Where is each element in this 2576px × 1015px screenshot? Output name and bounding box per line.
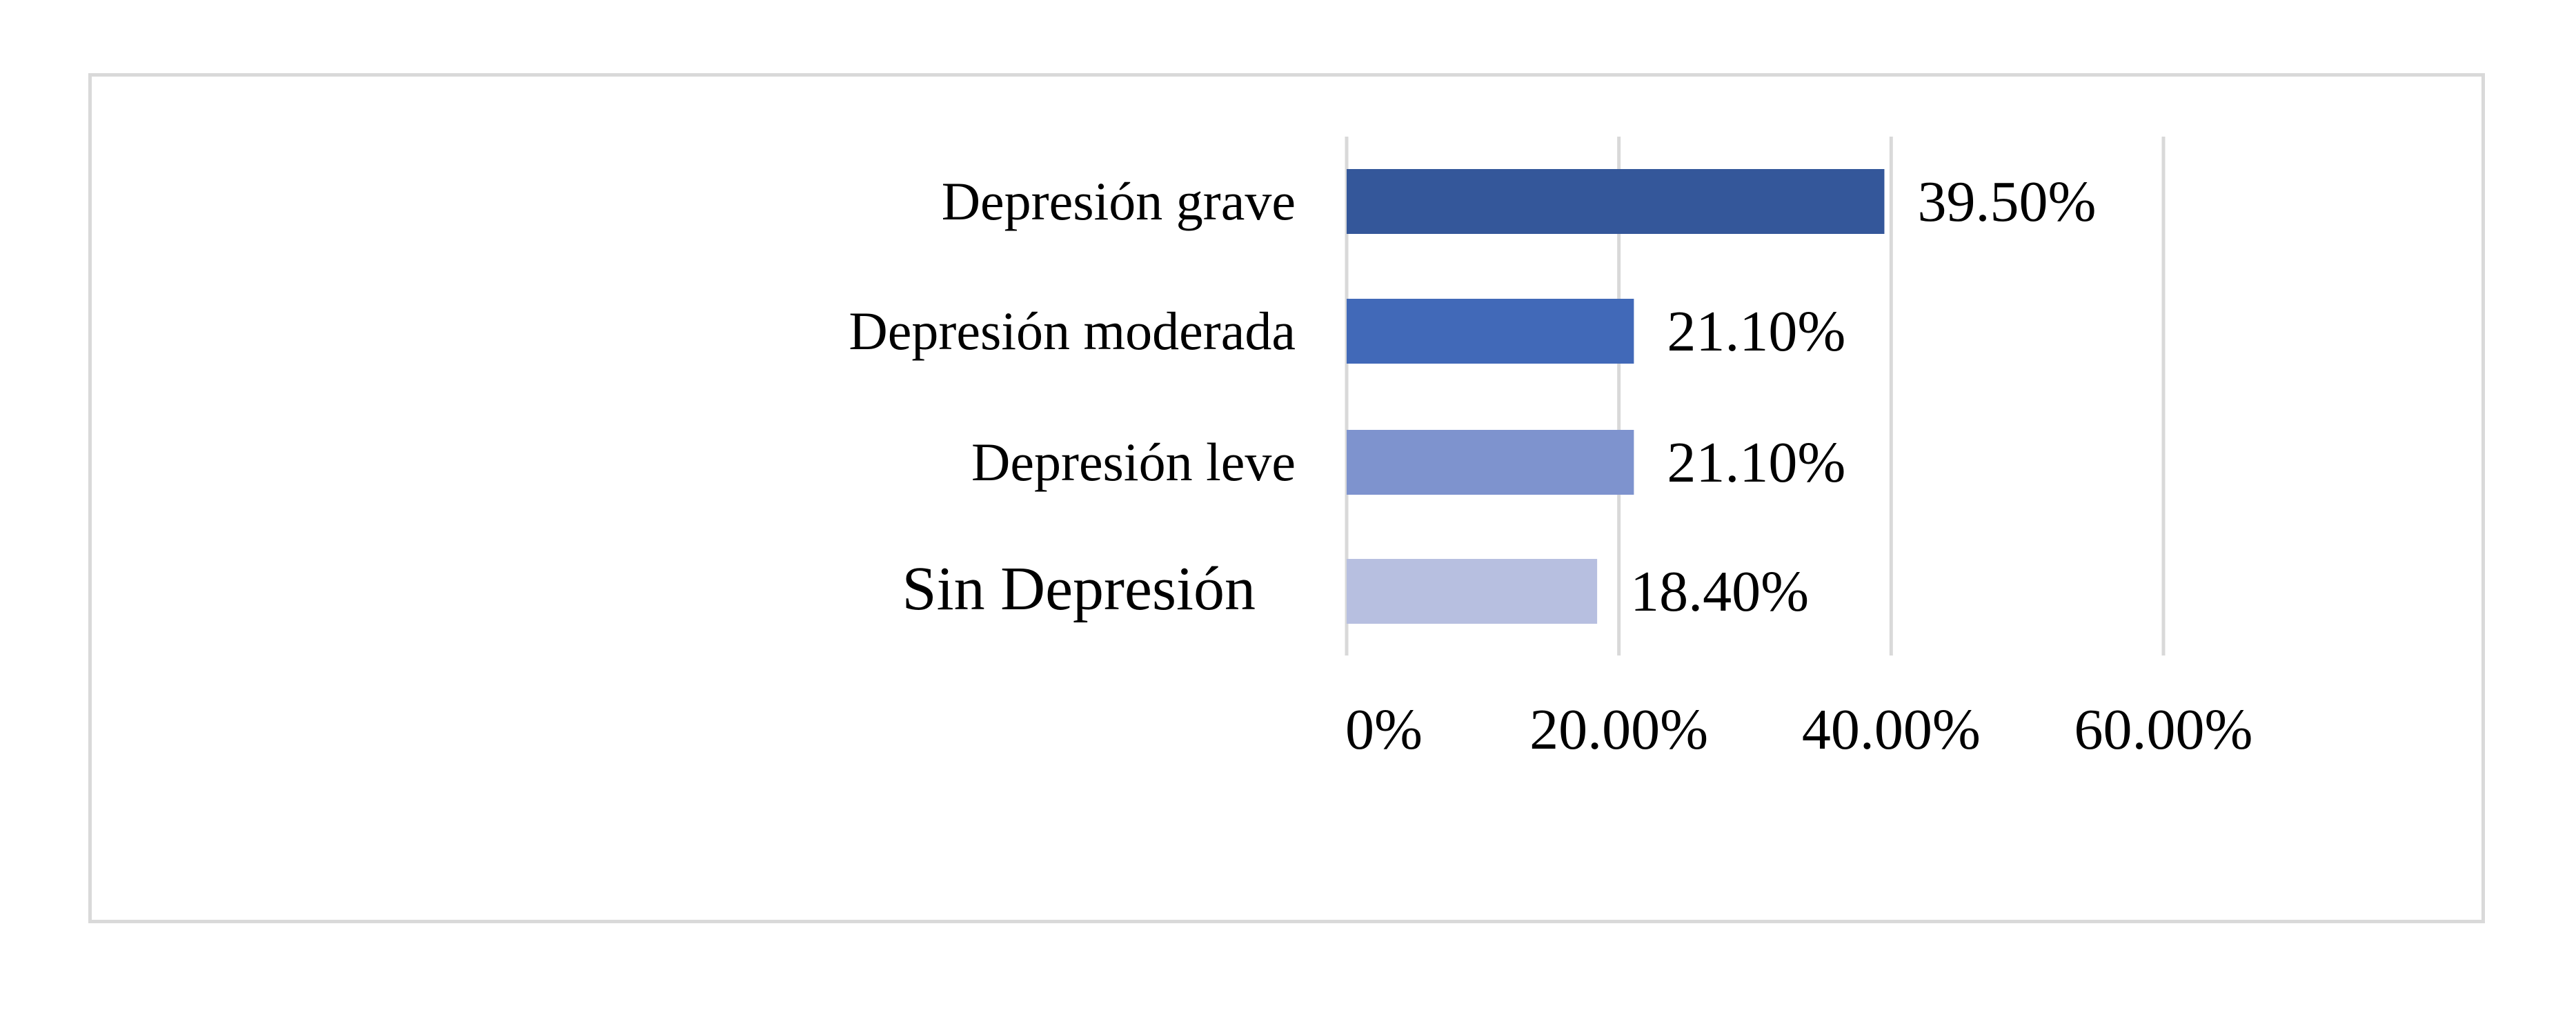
- chart-frame: [88, 73, 2485, 923]
- category-label: Sin Depresión: [902, 555, 1256, 623]
- x-tick-label: 0%: [1345, 698, 1423, 762]
- category-label: Depresión grave: [942, 171, 1296, 231]
- x-tick-label: 20.00%: [1529, 698, 1708, 762]
- category-label: Depresión moderada: [849, 301, 1296, 361]
- data-label: 18.40%: [1630, 560, 1809, 624]
- category-label: Depresión leve: [971, 432, 1296, 492]
- bar[interactable]: [1347, 169, 1885, 234]
- bar[interactable]: [1347, 559, 1598, 624]
- x-tick-label: 40.00%: [1802, 698, 1981, 762]
- x-tick-label: 60.00%: [2074, 698, 2253, 762]
- bar[interactable]: [1347, 299, 1634, 364]
- bar[interactable]: [1347, 430, 1634, 495]
- data-label: 21.10%: [1667, 431, 1845, 495]
- data-label: 21.10%: [1667, 299, 1845, 364]
- data-label: 39.50%: [1917, 170, 2096, 234]
